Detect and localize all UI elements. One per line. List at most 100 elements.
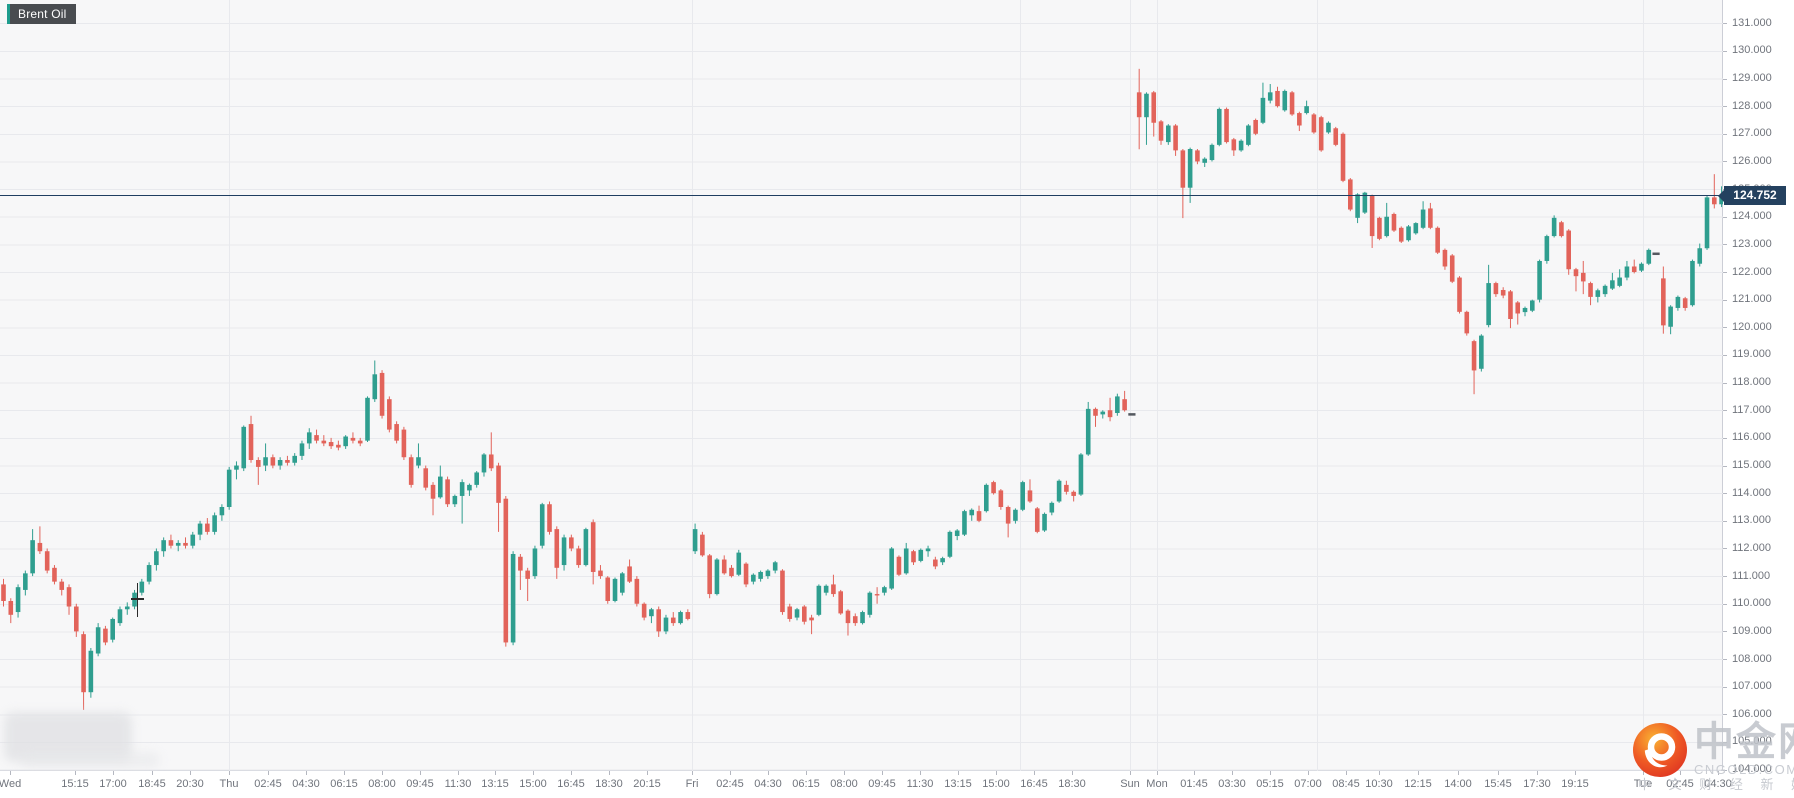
- time-axis-tick: [152, 771, 153, 775]
- candle-body: [197, 523, 203, 535]
- price-axis-label: 106.000: [1732, 707, 1772, 720]
- candle-body: [1340, 133, 1346, 181]
- candle-body: [336, 444, 341, 448]
- session-close-dash: [1128, 413, 1136, 416]
- time-axis-label: 13:15: [944, 778, 972, 790]
- time-axis-tick: [458, 771, 459, 775]
- price-axis-tick: [1723, 548, 1727, 550]
- candle-body: [816, 585, 822, 615]
- candle-body: [1187, 149, 1193, 188]
- candle-body: [1435, 227, 1440, 253]
- time-axis-label: 06:15: [330, 778, 358, 790]
- candle-body: [1406, 226, 1411, 241]
- candle-body: [1151, 92, 1157, 123]
- candle-body: [510, 553, 516, 643]
- candle-body: [423, 468, 429, 488]
- candle-body: [263, 457, 268, 466]
- time-axis-label: 17:00: [99, 778, 127, 790]
- candle-body: [925, 548, 931, 552]
- candle-body: [23, 573, 28, 590]
- price-axis-tick: [1723, 437, 1727, 439]
- candle-body: [729, 567, 734, 577]
- time-axis-tick: [844, 771, 845, 775]
- candle-body: [350, 437, 356, 441]
- candle-body: [532, 548, 538, 577]
- price-axis-tick: [1723, 382, 1727, 384]
- candle-body: [845, 610, 851, 624]
- candle-body: [991, 482, 996, 494]
- candle-body: [1166, 125, 1171, 143]
- candle-body: [743, 563, 749, 585]
- candle-body: [1056, 480, 1062, 502]
- candle-body: [1413, 223, 1419, 234]
- candle-body: [205, 523, 210, 532]
- candle-body: [852, 616, 858, 624]
- chart-plot-area[interactable]: [0, 0, 1723, 771]
- candle-body: [1515, 302, 1521, 314]
- candle-body: [1246, 125, 1251, 145]
- candle-body: [1085, 408, 1091, 455]
- time-axis-label: 02:45: [254, 778, 282, 790]
- time-axis-tick: [1537, 771, 1538, 775]
- time-axis-tick: [382, 771, 383, 775]
- price-axis-label: 123.000: [1732, 237, 1772, 250]
- candle-body: [1449, 255, 1455, 282]
- time-axis-label: Wed: [0, 778, 22, 790]
- time-axis-label: 08:45: [1332, 778, 1360, 790]
- price-axis-label: 113.000: [1732, 514, 1771, 527]
- time-axis-label: Tue: [1633, 778, 1653, 790]
- candle-body: [1610, 280, 1615, 289]
- candle-body: [270, 457, 276, 466]
- time-axis-label: 16:45: [557, 778, 585, 790]
- candle-body: [831, 584, 836, 595]
- session-close-dash: [1652, 252, 1660, 256]
- candle-body: [1398, 227, 1404, 242]
- candle-body: [1136, 92, 1142, 118]
- candle-body: [954, 530, 960, 537]
- price-axis-label: 127.000: [1732, 127, 1772, 140]
- candle-body: [88, 650, 94, 693]
- time-axis-label: 02:45: [716, 778, 744, 790]
- candle-body: [241, 426, 247, 469]
- time-axis-label: 14:00: [1444, 778, 1472, 790]
- time-axis-tick: [1498, 771, 1499, 775]
- time-axis-label: 20:15: [633, 778, 661, 790]
- price-axis[interactable]: 131.000 130.000 129.000 128.000 127.000 126.0…: [1723, 0, 1794, 798]
- candle-body: [365, 397, 370, 441]
- time-axis-label: 02:45: [1666, 778, 1694, 790]
- price-axis-tick: [1723, 133, 1727, 135]
- time-axis-label: 07:00: [1294, 778, 1322, 790]
- candle-body: [438, 476, 443, 498]
- candle-body: [1115, 396, 1120, 414]
- candle-body: [226, 469, 232, 507]
- time-axis-tick: [768, 771, 769, 775]
- candle-body: [321, 440, 327, 444]
- candle-body: [627, 566, 632, 582]
- candle-body: [1690, 260, 1695, 306]
- candle-body: [154, 551, 159, 566]
- time-axis-label: 15:45: [1484, 778, 1512, 790]
- candle-body: [1005, 506, 1011, 524]
- candle-body: [8, 600, 14, 615]
- time-axis-tick: [190, 771, 191, 775]
- symbol-badge[interactable]: Brent Oil: [7, 4, 77, 24]
- time-axis-label: Sun: [1120, 778, 1140, 790]
- candle-body: [634, 578, 640, 604]
- time-axis[interactable]: Wed 15:15 17:00 18:45 20:30 Thu 02:45 04:30 06:1…: [0, 771, 1732, 798]
- candle-body: [292, 455, 297, 463]
- candle-body: [547, 504, 552, 532]
- candle-body: [1355, 194, 1360, 218]
- candle-body: [503, 498, 509, 643]
- price-axis-label: 110.000: [1732, 597, 1771, 610]
- time-axis-label: 17:30: [1523, 778, 1551, 790]
- candle-body: [984, 484, 989, 512]
- candle-body: [1544, 236, 1550, 261]
- candle-body: [787, 606, 793, 619]
- candle-body: [103, 628, 108, 643]
- price-axis-tick: [1723, 659, 1727, 661]
- candle-body: [918, 549, 924, 561]
- candle-body: [598, 570, 603, 577]
- time-axis-label: 18:30: [595, 778, 623, 790]
- candle-body: [219, 506, 225, 516]
- price-axis-label: 112.000: [1732, 541, 1771, 554]
